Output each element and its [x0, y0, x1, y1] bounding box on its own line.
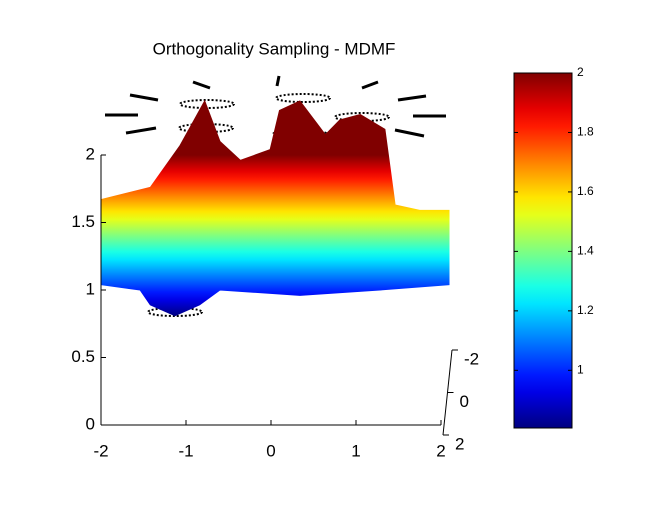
- z-tick-label: 2: [86, 144, 95, 163]
- dash: [394, 128, 425, 138]
- z-tick-label: 1: [86, 279, 95, 298]
- x-tick-label: 0: [266, 441, 275, 460]
- colorbar-tick-label: 1: [577, 362, 584, 376]
- x-tick-label: 2: [436, 441, 445, 460]
- dash: [129, 93, 159, 102]
- colorbar-tick-label: 1.6: [577, 184, 594, 198]
- dash: [397, 94, 427, 102]
- colorbar-tick-label: 1.2: [577, 303, 594, 317]
- x-tick-label: 1: [351, 441, 360, 460]
- dash: [275, 75, 281, 87]
- colorbar-tick-label: 1.4: [577, 244, 594, 258]
- dash: [125, 126, 157, 135]
- ring: [334, 112, 390, 122]
- colorbar-tick-label: 1.8: [577, 125, 594, 139]
- y-tick-label: -2: [464, 349, 479, 368]
- dash: [192, 80, 211, 90]
- surface-fill: [101, 101, 450, 316]
- ring: [178, 123, 234, 133]
- chart-title: Orthogonality Sampling - MDMF: [153, 39, 396, 58]
- colorbar-tick-label: 2: [577, 65, 584, 79]
- colorbar: [513, 72, 573, 429]
- ring: [179, 99, 235, 109]
- surface-bottom-edge: [100, 284, 450, 317]
- y-tick-label: 0: [460, 392, 469, 411]
- z-tick-label: 0: [86, 414, 95, 433]
- x-tick-label: -2: [93, 441, 108, 460]
- dash: [361, 80, 379, 90]
- surface-top-edge: [100, 99, 450, 211]
- z-tick-label: 0.5: [71, 347, 95, 366]
- ring: [147, 307, 203, 317]
- y-tick-label: 2: [455, 434, 464, 453]
- z-tick-label: 1.5: [71, 212, 95, 231]
- x-tick-label: -1: [178, 441, 193, 460]
- ring: [275, 93, 331, 103]
